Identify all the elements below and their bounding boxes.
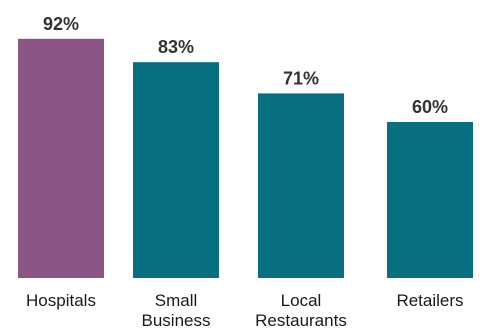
category-labels-layer: Hospitals Small Business Local Restaurants Re… <box>26 291 464 330</box>
category-label-3: Retailers <box>396 291 463 310</box>
data-label-3: 60% <box>412 97 448 117</box>
category-label-2: Local Restaurants <box>255 291 347 328</box>
category-label-0: Hospitals <box>26 291 96 310</box>
bar-1 <box>133 62 219 279</box>
category-label-1: Small Business <box>142 291 211 328</box>
bars-layer <box>18 38 473 279</box>
data-labels-layer: 92% 83% 71% 60% <box>43 14 448 117</box>
bar-3 <box>387 122 473 278</box>
data-label-0: 92% <box>43 14 79 34</box>
bar-0 <box>18 38 104 278</box>
data-label-2: 71% <box>283 68 319 88</box>
bar-2 <box>258 93 344 279</box>
data-label-1: 83% <box>158 37 194 57</box>
